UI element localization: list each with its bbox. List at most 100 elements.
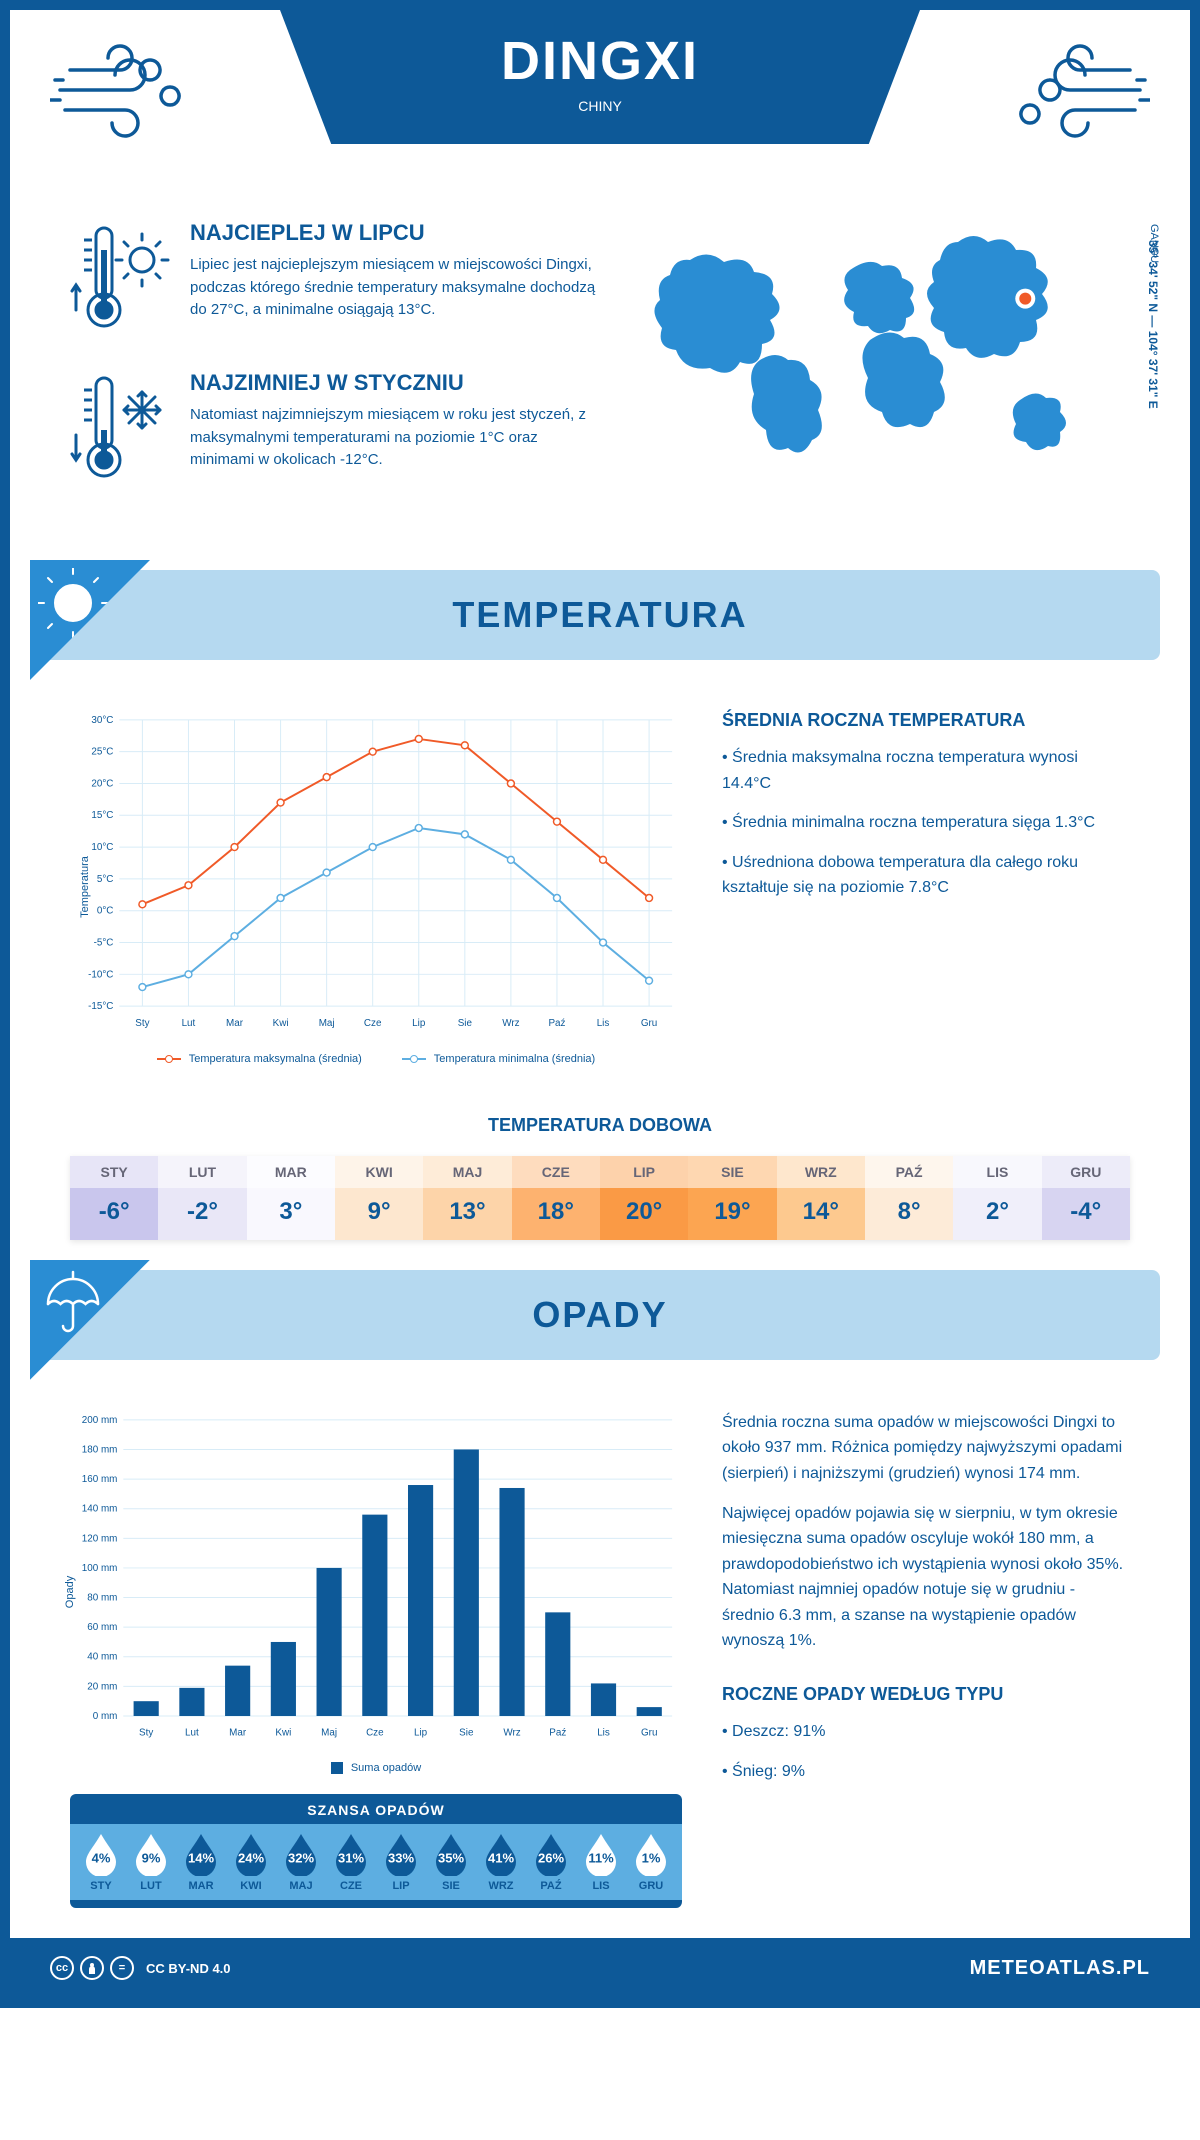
month-cell: LIS2° [953, 1156, 1041, 1240]
svg-text:10°C: 10°C [91, 842, 113, 853]
month-cell: LUT-2° [158, 1156, 246, 1240]
precip-section-header: OPADY [40, 1270, 1160, 1360]
svg-text:120 mm: 120 mm [82, 1533, 118, 1544]
svg-text:Paź: Paź [549, 1727, 566, 1738]
chance-month: STY [76, 1880, 126, 1892]
cc-icons: cc = [50, 1956, 134, 1980]
chance-month: MAJ [276, 1880, 326, 1892]
svg-text:40 mm: 40 mm [87, 1651, 117, 1662]
month-label: CZE [512, 1156, 600, 1188]
month-label: MAJ [423, 1156, 511, 1188]
chance-value: 9% [142, 1850, 161, 1865]
drop-icon: 31% [333, 1832, 369, 1876]
month-value: 8° [865, 1198, 953, 1226]
month-label: STY [70, 1156, 158, 1188]
chance-cell: 31% CZE [326, 1832, 376, 1892]
chance-value: 35% [438, 1850, 464, 1865]
svg-text:140 mm: 140 mm [82, 1503, 118, 1514]
drop-icon: 1% [633, 1832, 669, 1876]
legend-item: Temperatura maksymalna (średnia) [157, 1053, 362, 1065]
chance-cell: 9% LUT [126, 1832, 176, 1892]
svg-text:160 mm: 160 mm [82, 1474, 118, 1485]
svg-text:Lip: Lip [414, 1727, 428, 1738]
svg-text:80 mm: 80 mm [87, 1592, 117, 1603]
svg-text:Wrz: Wrz [503, 1727, 520, 1738]
month-cell: SIE 19° [688, 1156, 776, 1240]
chance-value: 4% [92, 1850, 111, 1865]
country-name: CHINY [340, 98, 860, 114]
drop-icon: 24% [233, 1832, 269, 1876]
svg-text:-10°C: -10°C [88, 969, 113, 980]
svg-text:0°C: 0°C [97, 906, 114, 917]
chance-value: 32% [288, 1850, 314, 1865]
svg-text:Lut: Lut [182, 1018, 196, 1029]
temperature-line-chart: Temperatura -15°C-10°C-5°C0°C5°C10°C15°C… [70, 710, 682, 1065]
drop-icon: 33% [383, 1832, 419, 1876]
chance-month: MAR [176, 1880, 226, 1892]
brand: METEOATLAS.PL [970, 1957, 1150, 1980]
month-label: MAR [247, 1156, 335, 1188]
chance-cell: 26% PAŹ [526, 1832, 576, 1892]
month-value: -4° [1042, 1198, 1130, 1226]
coldest-text: Natomiast najzimniejszym miesiącem w rok… [190, 404, 600, 472]
coldest-fact: NAJZIMNIEJ W STYCZNIU Natomiast najzimni… [70, 370, 600, 490]
precip-type-title: ROCZNE OPADY WEDŁUG TYPU [722, 1684, 1130, 1705]
thermometer-hot-icon [70, 220, 170, 340]
drop-icon: 32% [283, 1832, 319, 1876]
month-label: SIE [688, 1156, 776, 1188]
precip-ylabel: Opady [64, 1576, 76, 1608]
temp-bullet: • Uśredniona dobowa temperatura dla całe… [722, 850, 1130, 901]
chance-value: 11% [588, 1850, 613, 1865]
chance-month: PAŹ [526, 1880, 576, 1892]
drop-icon: 35% [433, 1832, 469, 1876]
precip-title: OPADY [80, 1294, 1120, 1336]
month-value: 19° [688, 1198, 776, 1226]
precip-type: • Deszcz: 91% [722, 1719, 1130, 1745]
svg-text:Cze: Cze [366, 1727, 384, 1738]
chance-cell: 11% LIS [576, 1832, 626, 1892]
month-cell: GRU-4° [1042, 1156, 1130, 1240]
month-value: 9° [335, 1198, 423, 1226]
month-value: -6° [70, 1198, 158, 1226]
month-cell: STY -6° [70, 1156, 158, 1240]
chance-cell: 4% STY [76, 1832, 126, 1892]
precip-bar-chart: Opady 0 mm20 mm40 mm60 mm80 mm100 mm120 … [70, 1410, 682, 1775]
temp-side-title: ŚREDNIA ROCZNA TEMPERATURA [722, 710, 1130, 731]
by-icon [80, 1956, 104, 1980]
svg-text:-5°C: -5°C [94, 937, 114, 948]
svg-text:Sty: Sty [139, 1727, 153, 1738]
daily-temp-title: TEMPERATURA DOBOWA [10, 1115, 1190, 1136]
legend-item: Suma opadów [331, 1762, 421, 1774]
month-cell: MAJ 13° [423, 1156, 511, 1240]
month-value: 20° [600, 1198, 688, 1226]
month-label: WRZ [777, 1156, 865, 1188]
drop-icon: 41% [483, 1832, 519, 1876]
chance-cell: 35% SIE [426, 1832, 476, 1892]
svg-text:25°C: 25°C [91, 747, 113, 758]
chance-month: KWI [226, 1880, 276, 1892]
svg-text:Mar: Mar [226, 1018, 244, 1029]
drop-icon: 26% [533, 1832, 569, 1876]
chance-month: LIP [376, 1880, 426, 1892]
month-value: 13° [423, 1198, 511, 1226]
drop-icon: 14% [183, 1832, 219, 1876]
svg-text:Sie: Sie [459, 1727, 474, 1738]
coordinates: 35° 34' 52" N — 104° 37' 31" E [1146, 240, 1160, 409]
svg-text:Lis: Lis [597, 1727, 610, 1738]
month-value: 2° [953, 1198, 1041, 1226]
svg-text:Paź: Paź [548, 1018, 565, 1029]
svg-text:Lis: Lis [597, 1018, 610, 1029]
svg-text:Maj: Maj [319, 1018, 335, 1029]
svg-text:Mar: Mar [229, 1727, 247, 1738]
temperature-summary: ŚREDNIA ROCZNA TEMPERATURA • Średnia mak… [722, 710, 1130, 1065]
chance-value: 24% [238, 1850, 264, 1865]
svg-text:Maj: Maj [321, 1727, 337, 1738]
precip-chance-box: SZANSA OPADÓW 4% STY 9% LUT 14% [70, 1794, 682, 1908]
warmest-fact: NAJCIEPLEJ W LIPCU Lipiec jest najcieple… [70, 220, 600, 340]
warmest-text: Lipiec jest najcieplejszym miesiącem w m… [190, 254, 600, 322]
month-label: LUT [158, 1156, 246, 1188]
world-map [630, 220, 1130, 480]
svg-text:30°C: 30°C [91, 715, 113, 726]
chance-month: WRZ [476, 1880, 526, 1892]
chance-value: 1% [642, 1850, 661, 1865]
